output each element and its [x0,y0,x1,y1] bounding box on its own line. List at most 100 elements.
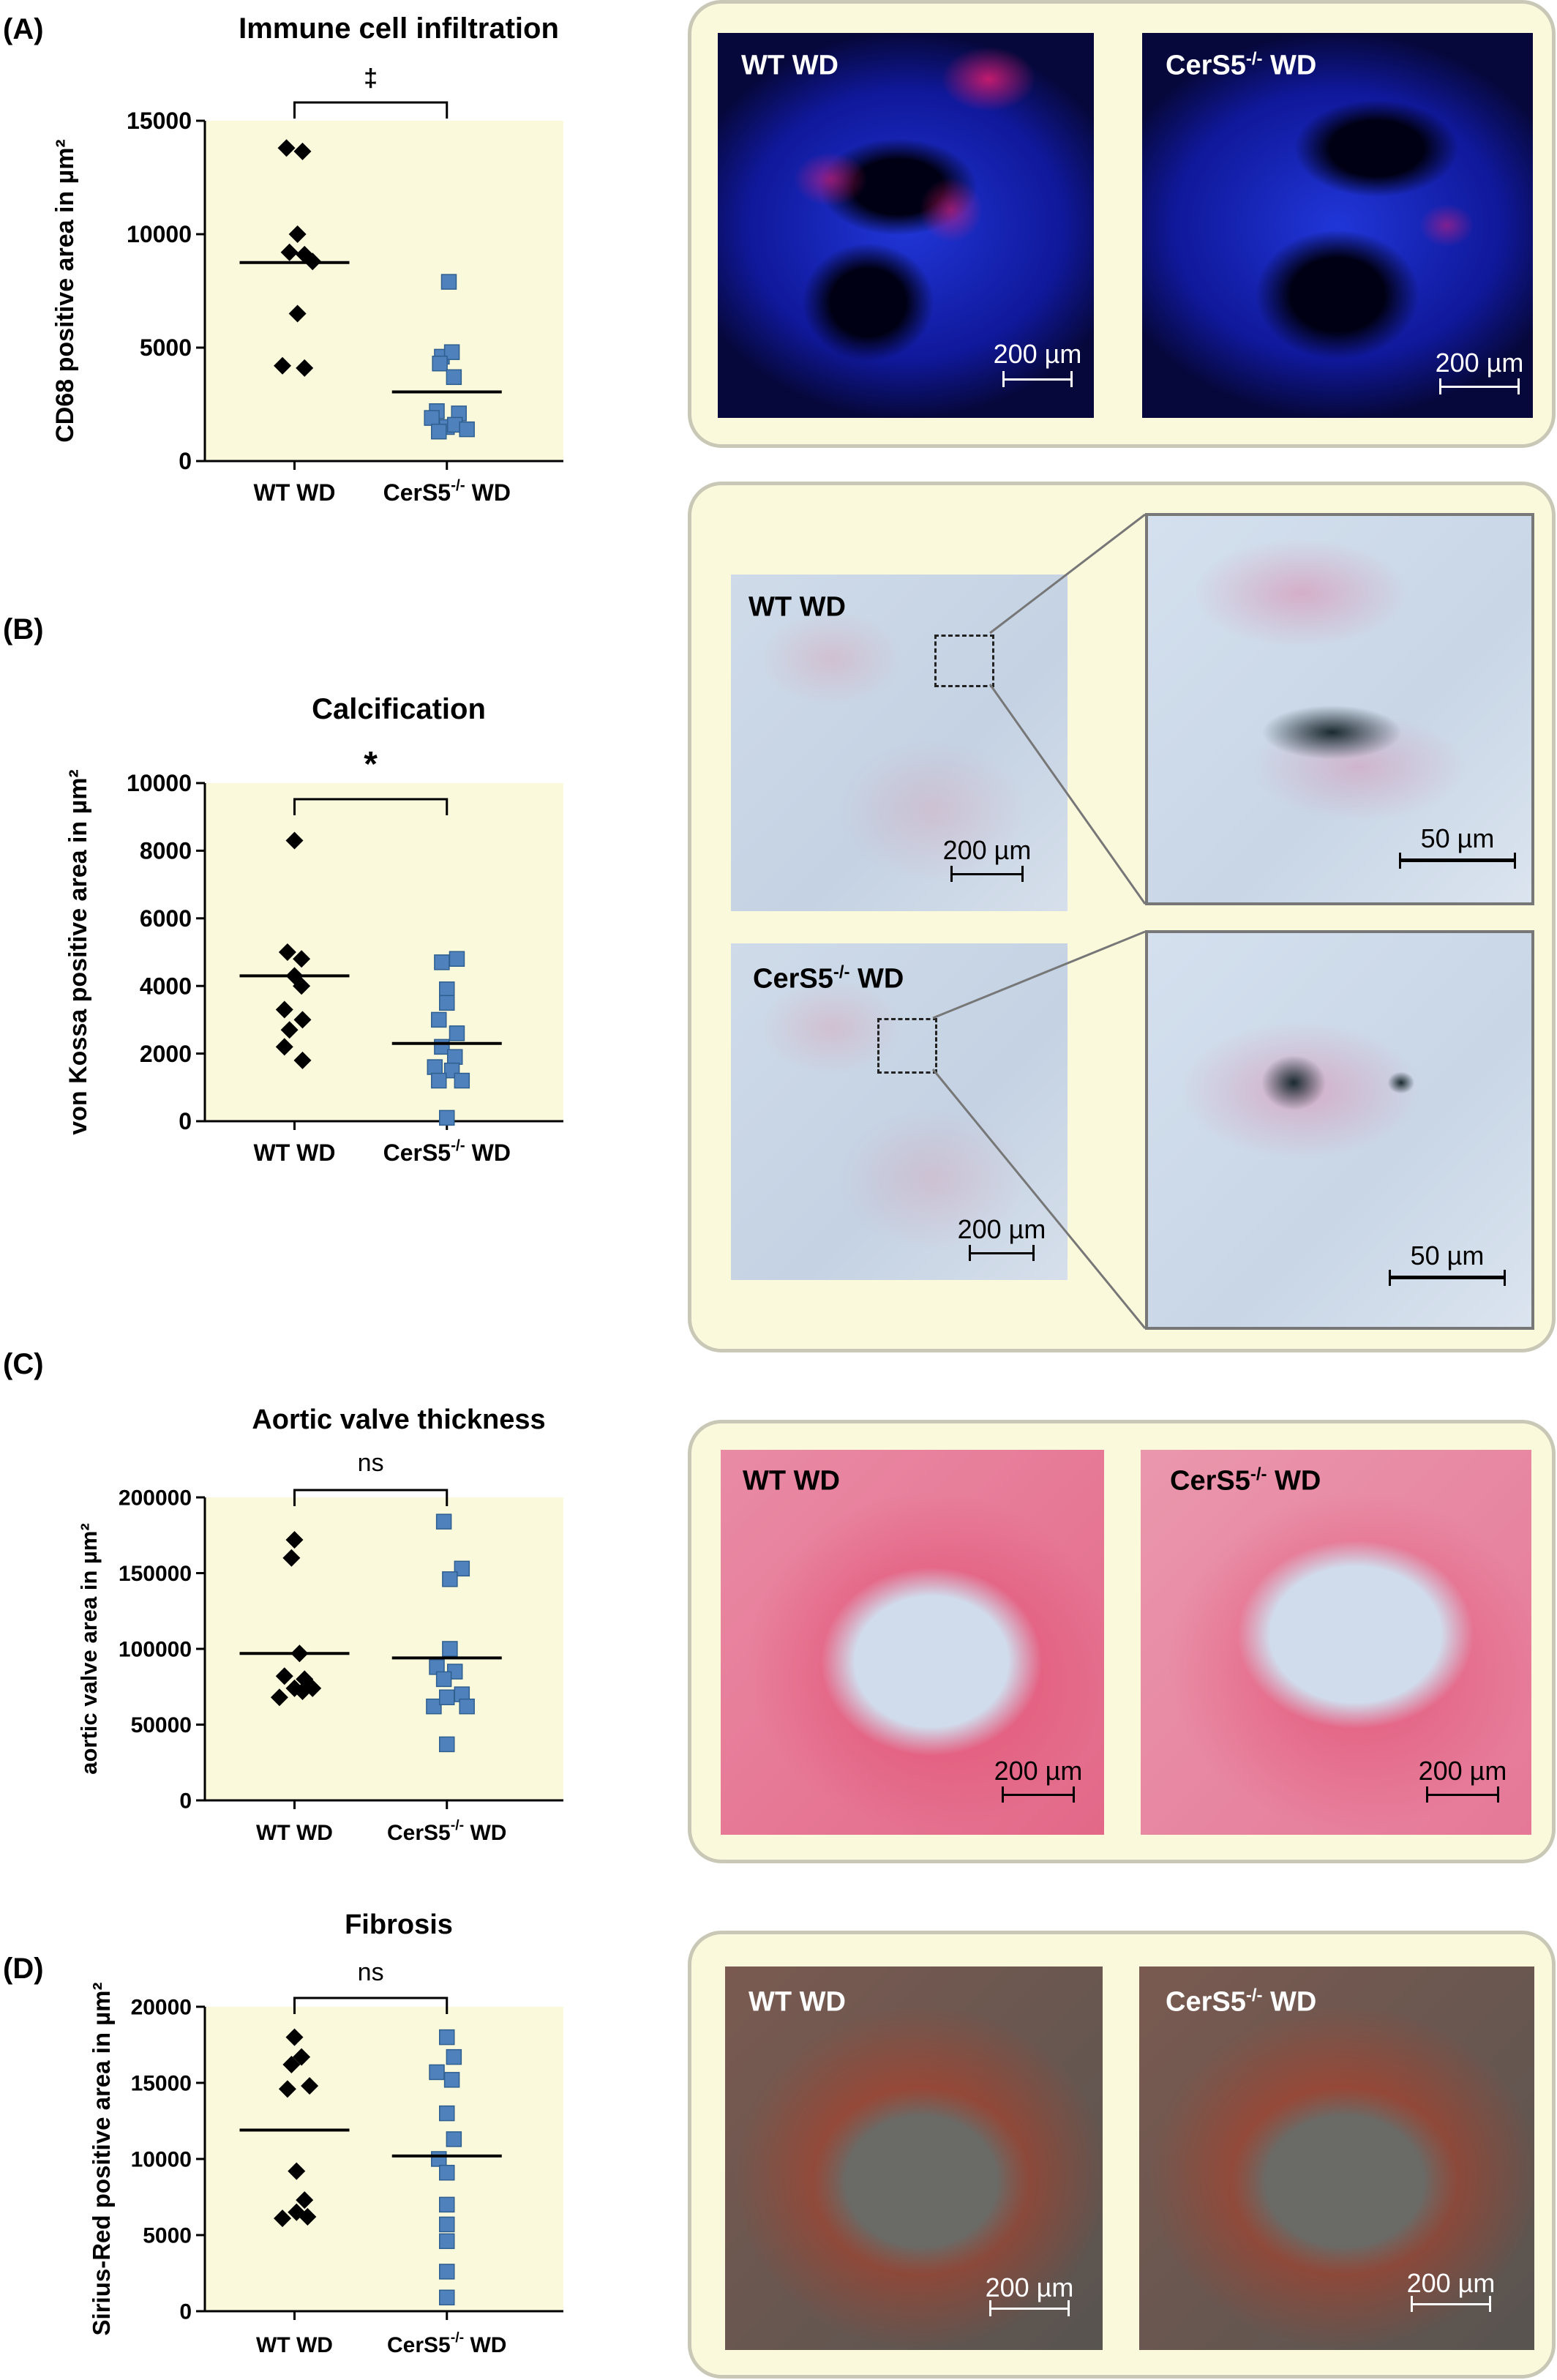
data-point-square [434,1039,450,1055]
micrograph-vonkossa-cers5-zoom: 50 µm [1145,930,1534,1330]
data-point-square [459,1698,475,1715]
data-point-diamond [288,2203,306,2221]
data-point-square [439,1689,455,1705]
significance-bracket [293,1489,449,1506]
data-point-square [439,2196,455,2213]
data-point-square [435,1513,452,1530]
zoom-region-box [877,1018,937,1074]
y-axis-label: aortic valve area in µm² [76,1523,102,1775]
zoom-connector-lines [931,513,1147,1329]
data-point-square [431,423,447,440]
data-point-square [431,1072,447,1089]
plot-area [205,121,563,461]
y-tick-label: 15000 [131,2072,192,2096]
y-axis-label: CD68 positive area in µm² [51,139,79,443]
micrograph-vonkossa-cers5: CerS5-/- WD 200 µm [731,943,1068,1280]
data-point-diamond [270,1688,288,1707]
y-tick-label: 50000 [131,1713,192,1737]
data-point-diamond [275,1038,293,1056]
data-point-diamond [274,356,292,375]
data-point-square [424,410,440,426]
chart-calcification: Calcification von Kossa positive area in … [64,693,563,1166]
chart-title: Calcification [312,693,486,725]
y-tick-label: 5000 [140,334,192,361]
data-point-diamond [288,225,307,243]
micrograph-panel-a: WT WD 200 µm CerS5-/- WD 200 µm [688,0,1556,448]
x-tick-label: CerS5-/- WD [383,477,511,506]
micrograph-he-wt: WT WD 200 µm [721,1450,1104,1835]
data-point-square [440,274,457,290]
scale-bar: 200 µm [950,1214,1053,1261]
data-point-diamond [296,359,314,377]
y-tick-label: 0 [179,1789,192,1814]
data-point-square [439,981,455,998]
data-point-square [432,355,448,372]
chart-title: Immune cell infiltration [239,12,559,45]
data-point-square [439,2289,455,2306]
data-point-diamond [293,1682,312,1700]
data-point-square [446,2048,462,2065]
data-point-diamond [296,2191,314,2209]
plot-area [205,783,563,1121]
data-point-diamond [278,2080,296,2098]
panel-letter-a: (A) [3,13,44,45]
chart-fibrosis: Fibrosis Sirius-Red positive area in µm² 0… [88,1909,563,2357]
zoom-region-box [934,635,994,687]
data-point-square [434,954,450,970]
data-point-square [431,1011,447,1028]
chart-immune-infiltration: Immune cell infiltration CD68 positive ar… [51,12,563,506]
data-point-diamond [288,304,307,323]
y-tick-label: 0 [179,448,192,474]
scale-bar: 50 µm [1395,823,1520,869]
x-tick-label: CerS5-/- WD [387,2330,506,2357]
data-point-square [442,1571,458,1587]
scale-bar: 200 µm [978,2272,1081,2316]
y-tick-label: 8000 [140,838,192,864]
data-point-diamond [282,1549,301,1567]
plot-area [205,1497,563,1800]
data-point-diamond [277,139,296,157]
x-tick-label: WT WD [256,1821,333,1845]
data-point-diamond [299,2208,317,2226]
micrograph-siriusred-wt: WT WD 200 µm [725,1967,1103,2350]
data-point-diamond [278,943,296,961]
y-tick-label: 150000 [119,1562,192,1586]
plot-area [205,2007,563,2311]
x-tick-label: WT WD [254,1140,336,1166]
data-point-square [443,2072,460,2088]
micrograph-siriusred-cers5: CerS5-/- WD 200 µm [1139,1967,1534,2350]
data-point-square [446,1049,463,1065]
significance-label: ns [358,1958,384,1986]
data-point-diamond [285,2028,304,2046]
y-tick-label: 10000 [131,2148,192,2172]
significance-label: ns [358,1449,384,1477]
micrograph-label: CerS5-/- WD [753,962,904,995]
data-point-diamond [275,1667,293,1685]
data-point-diamond [293,950,311,968]
data-point-square [429,2064,445,2081]
data-point-square [439,2029,455,2046]
data-point-square [439,2216,455,2233]
data-point-diamond [285,831,304,850]
y-tick-label: 100000 [119,1638,192,1662]
data-point-diamond [293,142,312,160]
data-point-diamond [275,1000,293,1019]
data-point-diamond [293,1011,312,1029]
micrograph-label: CerS5-/- WD [1166,49,1317,81]
data-point-square [431,2151,447,2167]
data-point-diamond [280,1021,299,1039]
significance-label: * [364,745,378,784]
data-point-diamond [293,1051,312,1069]
micrograph-label: CerS5-/- WD [1170,1464,1321,1497]
y-axis-label: Sirius-Red positive area in µm² [88,1983,115,2336]
y-tick-label: 200000 [119,1486,192,1511]
x-tick-label: CerS5-/- WD [383,1137,511,1166]
x-tick-label: WT WD [256,2333,333,2357]
data-point-diamond [304,1679,322,1697]
y-tick-label: 10000 [127,770,192,796]
significance-bracket [293,1997,449,2014]
scale-bar: 200 µm [1400,2268,1502,2312]
micrograph-panel-d: WT WD 200 µm CerS5-/- WD 200 µm [688,1931,1556,2379]
data-point-square [439,995,455,1011]
significance-bracket [293,798,449,815]
